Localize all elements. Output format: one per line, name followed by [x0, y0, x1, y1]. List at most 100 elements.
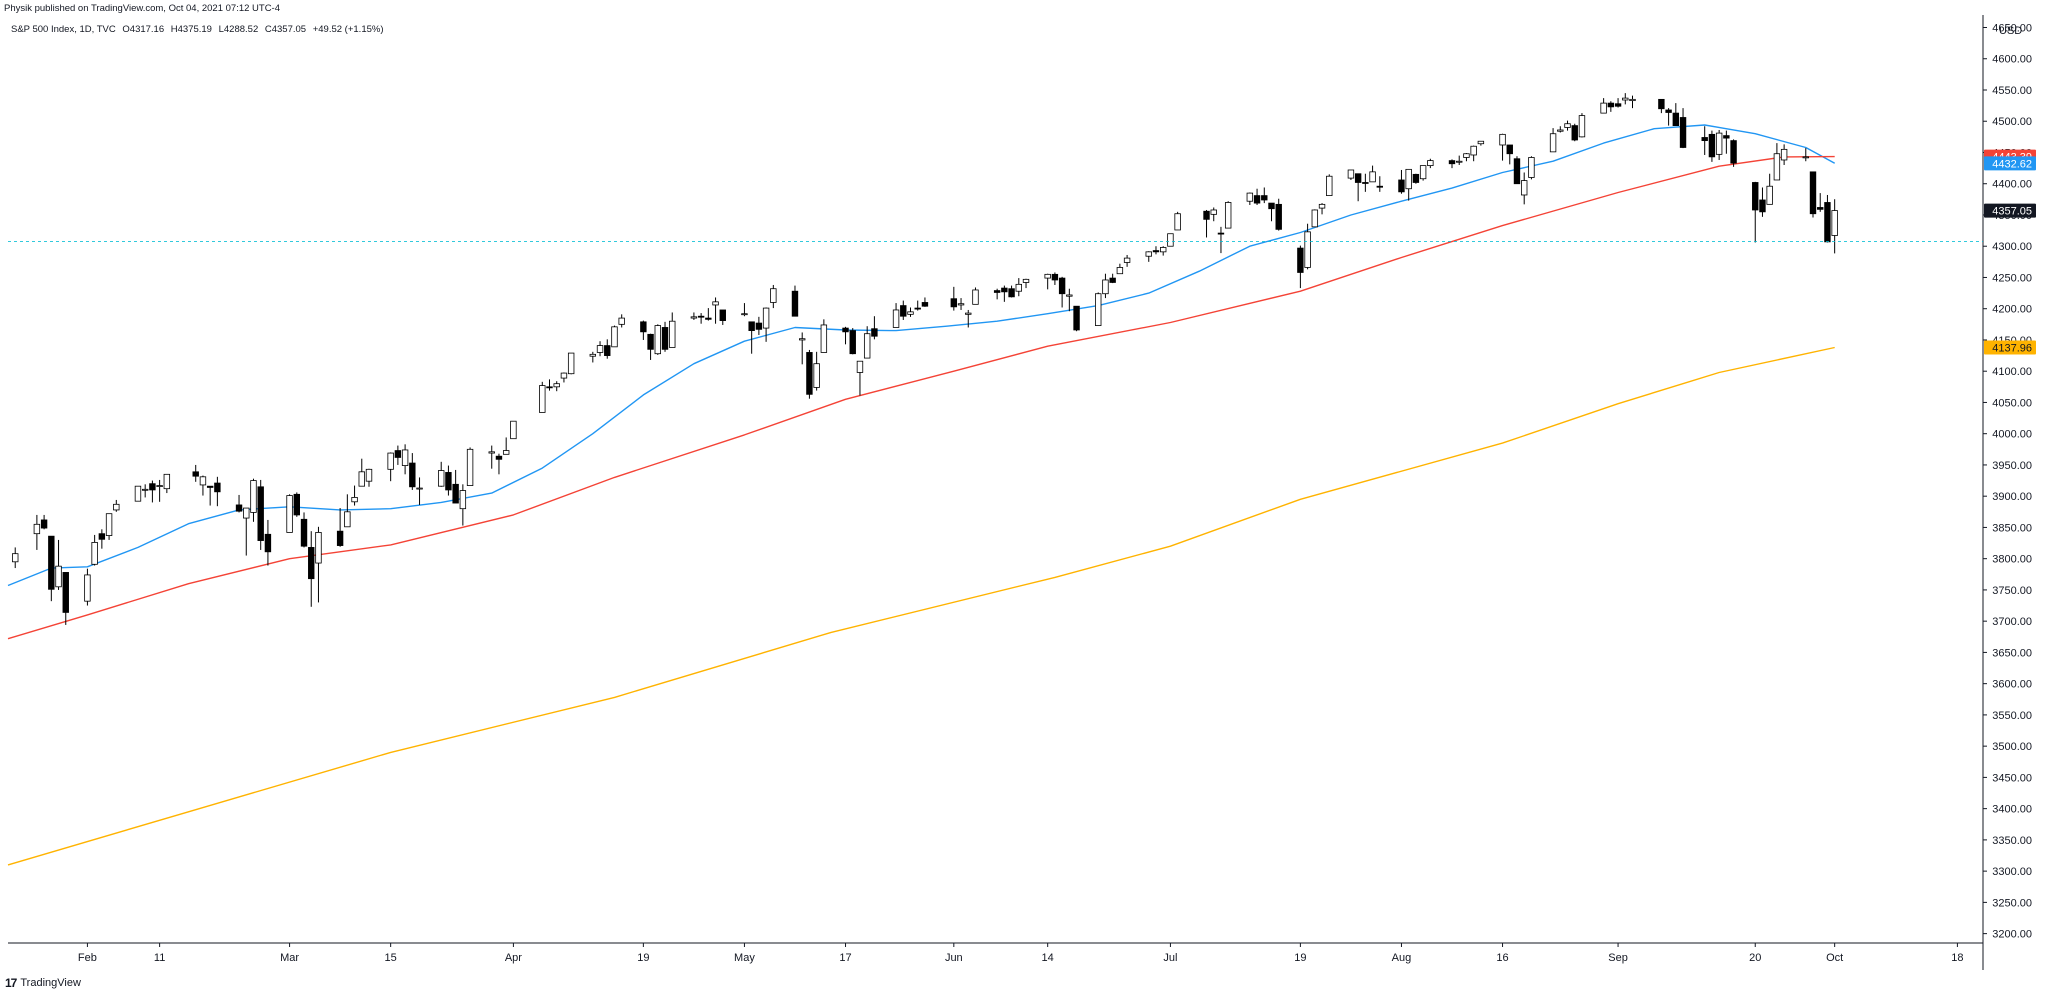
candle-body: [1362, 182, 1369, 184]
x-tick-label: Aug: [1392, 952, 1412, 964]
candle-down: [1752, 181, 1759, 243]
candle-up: [488, 445, 495, 469]
x-tick-label: 17: [839, 952, 851, 964]
candle-body: [466, 448, 474, 486]
candle-body: [1752, 182, 1759, 211]
candle-down: [748, 321, 755, 354]
ohlc-open: O4317.16: [122, 24, 165, 35]
candle-body: [589, 353, 597, 357]
candle-up: [712, 297, 719, 324]
candle-down: [62, 572, 69, 625]
candle-body: [705, 317, 712, 320]
candle-up: [553, 381, 560, 392]
candle-body: [596, 345, 604, 353]
candle-body: [416, 487, 423, 490]
candle-down: [640, 320, 647, 340]
y-tick-label: 4100.00: [1992, 366, 2032, 378]
candle-down: [452, 469, 459, 504]
candle-body: [243, 507, 250, 519]
candle-body: [437, 470, 445, 487]
candle-down: [1203, 209, 1210, 238]
candle-body: [1412, 173, 1420, 183]
candle-down: [293, 492, 300, 517]
ohlc-change: +49.52 (+1.15%): [312, 24, 384, 35]
candle-down: [1354, 173, 1362, 202]
candle-body: [62, 572, 69, 613]
candle-body: [1145, 251, 1152, 257]
candle-body: [452, 483, 459, 504]
candle-down: [308, 531, 315, 607]
candle-up: [669, 312, 676, 348]
candle-up: [12, 547, 19, 569]
candle-up: [1116, 263, 1124, 275]
candle-down: [647, 333, 654, 360]
candle-body: [293, 493, 300, 516]
candle-up: [1773, 143, 1781, 181]
candle-body: [98, 533, 106, 540]
candle-body: [55, 565, 62, 588]
candle-down: [1297, 245, 1304, 289]
candle-down: [1679, 108, 1687, 149]
candle-body: [459, 490, 467, 510]
candle-body: [1578, 115, 1586, 138]
y-tick-label: 3850.00: [1992, 522, 2032, 534]
candle-body: [510, 420, 517, 440]
candle-body: [1073, 305, 1080, 331]
candle-body: [1398, 179, 1405, 193]
candle-body: [1203, 210, 1210, 220]
candle-up: [91, 534, 98, 566]
candle-up: [1095, 292, 1102, 326]
candle-body: [813, 363, 820, 388]
price-badge-label: 4432.62: [1992, 158, 2032, 170]
candle-up: [502, 437, 510, 455]
candle-up: [589, 351, 597, 363]
candle-down: [1362, 173, 1369, 192]
candle-down: [1412, 173, 1420, 184]
candle-body: [1614, 103, 1622, 107]
price-badge-label: 4137.96: [1992, 342, 2032, 354]
candle-body: [748, 321, 755, 331]
candle-body: [1116, 267, 1124, 275]
candle-down: [1376, 176, 1383, 192]
candle-body: [1802, 156, 1809, 159]
x-tick-label: 11: [154, 952, 165, 964]
candle-body: [156, 485, 163, 487]
ma-line-ema-50: [7, 155, 1835, 640]
candle-body: [1318, 203, 1326, 209]
candle-up: [1715, 129, 1723, 160]
y-tick-label: 3600.00: [1992, 679, 2032, 691]
candle-up: [351, 485, 358, 506]
candle-up: [863, 326, 871, 359]
footer-brand[interactable]: 17 TradingView: [5, 976, 81, 990]
candle-down: [842, 326, 849, 345]
symbol-name[interactable]: S&P 500 Index, 1D, TVC: [11, 24, 116, 35]
candle-body: [820, 324, 828, 353]
candle-up: [141, 484, 149, 498]
candle-body: [214, 482, 221, 493]
candle-body: [1297, 247, 1304, 273]
candle-body: [1008, 288, 1015, 298]
candle-down: [495, 453, 503, 475]
candle-up: [55, 539, 62, 590]
candle-up: [1224, 201, 1232, 229]
candle-up: [690, 312, 698, 320]
candle-body: [1463, 153, 1470, 158]
x-tick-label: Apr: [505, 952, 522, 964]
candle-up: [539, 381, 546, 413]
candle-down: [604, 339, 611, 359]
candle-body: [149, 483, 156, 491]
candle-body: [344, 511, 351, 528]
symbol-legend: S&P 500 Index, 1D, TVC O4317.16 H4375.19…: [11, 24, 388, 35]
candle-up: [1780, 144, 1788, 165]
candle-body: [892, 309, 900, 328]
time-axis[interactable]: Feb 11 Mar 15 Apr 19 May 17 Jun 14 Jul 19 Aug 16 Sep 20…: [78, 943, 1964, 964]
candle-body: [394, 450, 402, 458]
candle-body: [741, 313, 748, 316]
candle-body: [1152, 250, 1160, 253]
candle-body: [1766, 185, 1773, 205]
candle-up: [567, 352, 575, 375]
candle-body: [1831, 210, 1838, 236]
y-tick-label: 3900.00: [1992, 491, 2032, 503]
candle-down: [1658, 98, 1665, 114]
